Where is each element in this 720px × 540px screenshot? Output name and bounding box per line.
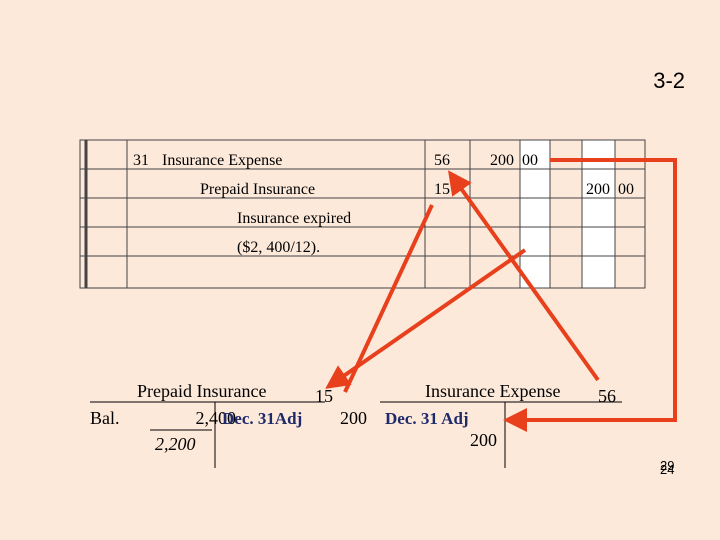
page-number: 29 xyxy=(660,458,674,473)
journal-ref: 56 xyxy=(434,152,450,169)
ledger-label: Dec. 31 Adj xyxy=(385,409,469,428)
journal-debit: 200 00 xyxy=(490,152,538,169)
journal-credit: 200 00 xyxy=(586,181,634,198)
journal-ref: 15 xyxy=(434,181,450,198)
posting-arrow xyxy=(448,170,600,382)
journal-account: Prepaid Insurance xyxy=(200,181,315,198)
t-account-left xyxy=(90,401,325,468)
page-number: 24 xyxy=(660,462,674,477)
slide-number: 3-2 xyxy=(653,68,685,93)
posting-arrow xyxy=(325,248,527,389)
ledger-value: 200 xyxy=(470,430,497,450)
ledger-balance: 2,200 xyxy=(155,434,196,454)
journal-account: Insurance Expense xyxy=(162,152,282,169)
journal-grid xyxy=(79,139,646,289)
journal-date: 31 xyxy=(133,152,149,169)
ledger-number: 15 xyxy=(315,386,333,406)
journal-explanation: Insurance expired xyxy=(237,210,351,227)
ledger-label: Bal. xyxy=(90,408,120,428)
ledger-value: 200 xyxy=(340,408,367,428)
ledger-value: 2,400 xyxy=(196,408,237,428)
posting-arrow xyxy=(503,158,677,432)
ledger-title: Prepaid Insurance xyxy=(137,381,266,401)
journal-explanation: ($2, 400/12). xyxy=(237,239,320,256)
posting-arrow xyxy=(343,204,434,393)
ledger-number: 56 xyxy=(598,386,616,406)
ledger-title: Insurance Expense xyxy=(425,381,560,401)
ledger-label: Dec. 31Adj xyxy=(222,409,302,428)
